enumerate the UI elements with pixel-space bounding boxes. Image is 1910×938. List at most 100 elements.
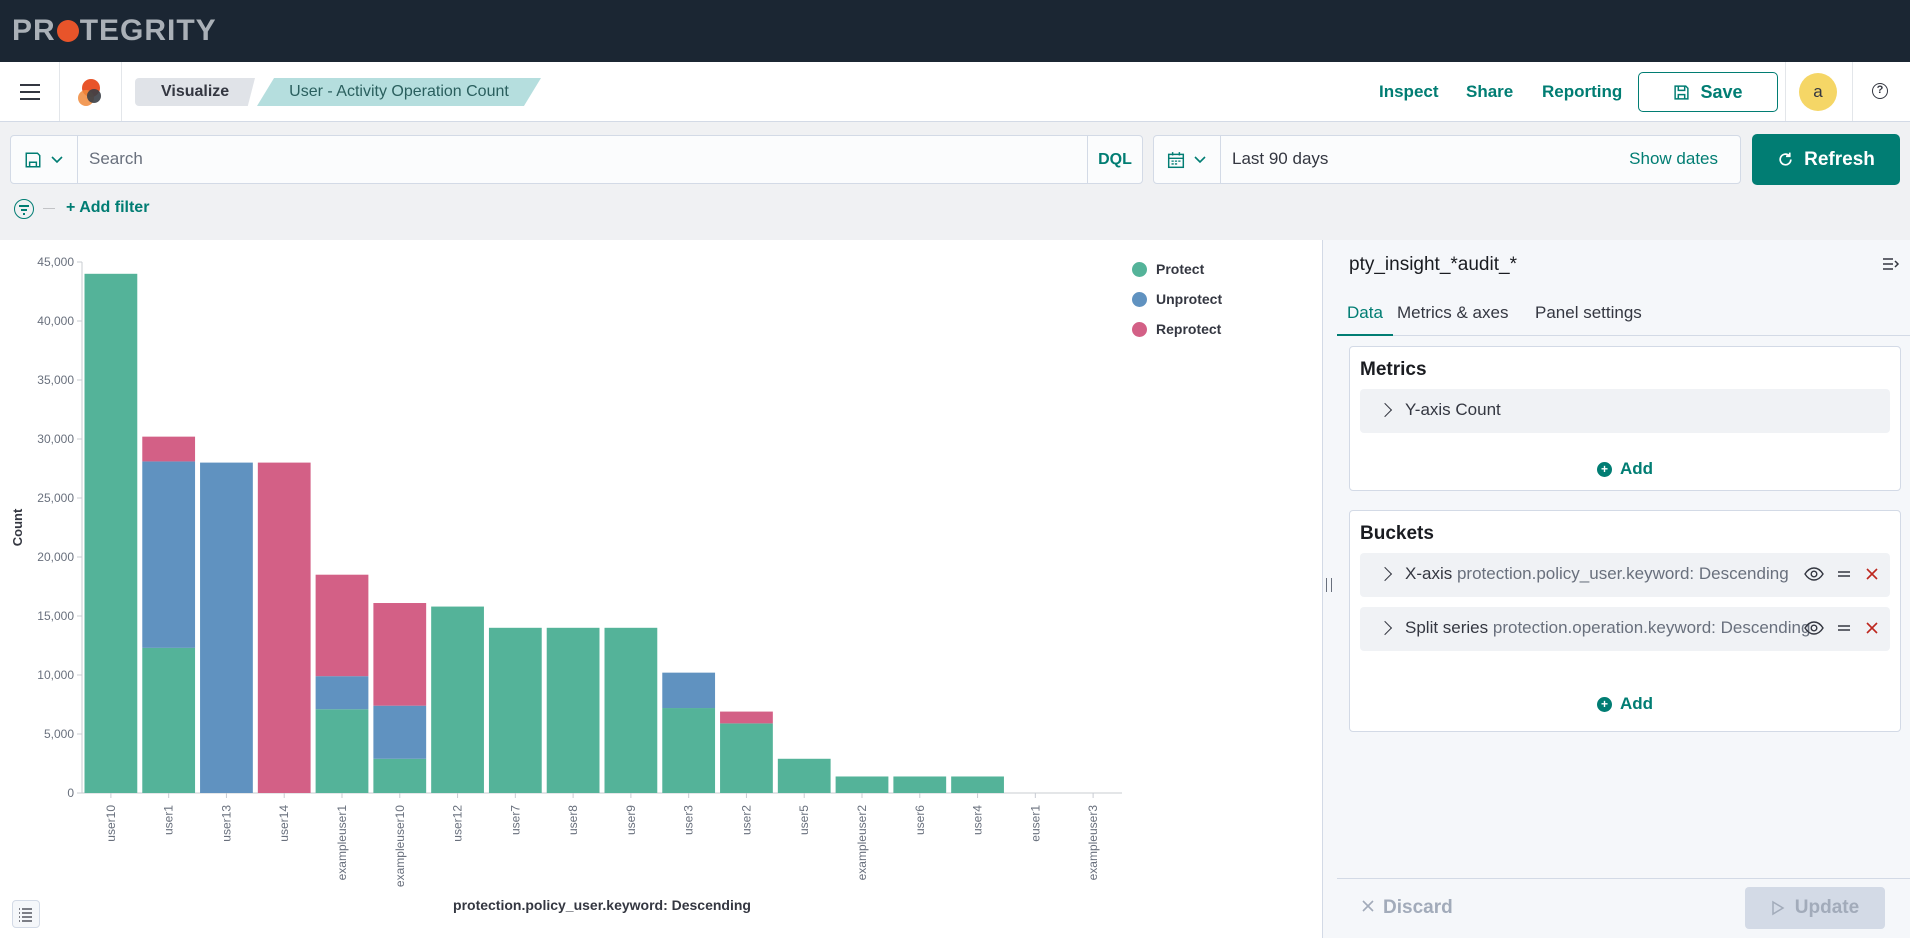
app-header: Visualize User - Activity Operation Coun… xyxy=(0,62,1910,122)
legend-item-reprotect[interactable]: Reprotect xyxy=(1132,314,1222,344)
share-link[interactable]: Share xyxy=(1466,82,1514,101)
saved-query-button[interactable] xyxy=(11,136,78,183)
buckets-card: Buckets X-axis protection.policy_user.ke… xyxy=(1349,510,1901,732)
y-axis-title: Count xyxy=(10,508,25,546)
bar-segment-protect xyxy=(431,606,484,793)
x-tick-label: user9 xyxy=(624,805,638,835)
save-label: Save xyxy=(1700,81,1743,102)
x-tick-label: user13 xyxy=(219,805,233,842)
legend-item-protect[interactable]: Protect xyxy=(1132,254,1222,284)
calendar-icon xyxy=(1167,151,1185,168)
tab-metrics-axes[interactable]: Metrics & axes xyxy=(1397,303,1509,322)
x-tick-label: user1 xyxy=(162,805,176,835)
query-bar: Search DQL xyxy=(10,135,1143,184)
y-tick-label: 45,000 xyxy=(37,255,74,269)
refresh-button[interactable]: Refresh xyxy=(1752,134,1900,185)
collapse-sidebar-icon[interactable] xyxy=(1882,256,1900,272)
bar-segment-protect xyxy=(720,723,773,793)
x-tick-label: user6 xyxy=(913,805,927,835)
data-table-toggle[interactable] xyxy=(12,900,40,928)
user-avatar[interactable]: a xyxy=(1799,73,1837,111)
add-bucket-button[interactable]: + Add xyxy=(1350,694,1900,714)
show-dates-link[interactable]: Show dates xyxy=(1629,149,1718,168)
app-logo-icon[interactable] xyxy=(74,76,106,108)
help-icon[interactable]: ? xyxy=(1872,83,1888,99)
filter-options-icon[interactable] xyxy=(14,199,34,219)
drag-handle-icon[interactable] xyxy=(1836,566,1852,582)
remove-icon[interactable] xyxy=(1864,566,1880,582)
editor-sidebar: pty_insight_*audit_* Data Metrics & axes… xyxy=(1322,240,1910,938)
bar-segment-reprotect xyxy=(373,603,427,706)
breadcrumb-visualize[interactable]: Visualize xyxy=(135,78,255,106)
refresh-label: Refresh xyxy=(1804,148,1875,170)
metric-y-axis-count[interactable]: Y-axis Count xyxy=(1360,389,1890,433)
header-divider xyxy=(121,62,122,121)
y-tick-label: 30,000 xyxy=(37,432,74,446)
x-tick-label: user2 xyxy=(739,805,753,835)
add-filter-button[interactable]: + Add filter xyxy=(66,199,150,216)
x-axis-title: protection.policy_user.keyword: Descendi… xyxy=(453,897,751,913)
brand-bar: PR TEGRITY xyxy=(0,0,1910,62)
quick-date-button[interactable] xyxy=(1154,136,1221,183)
buckets-title: Buckets xyxy=(1360,523,1434,544)
bar-segment-reprotect xyxy=(315,574,369,677)
y-tick-label: 0 xyxy=(67,786,74,800)
resize-handle[interactable] xyxy=(1326,578,1332,592)
header-divider xyxy=(1785,62,1786,121)
plus-icon: + xyxy=(1596,697,1612,712)
chevron-right-icon[interactable] xyxy=(1377,620,1393,636)
add-metric-button[interactable]: + Add xyxy=(1350,459,1900,479)
bar-segment-unprotect xyxy=(315,676,369,710)
x-tick-label: exampleuser2 xyxy=(855,805,869,881)
menu-icon[interactable] xyxy=(20,84,40,100)
update-button[interactable]: Update xyxy=(1745,887,1885,929)
bar-segment-protect xyxy=(777,758,831,793)
save-icon xyxy=(1674,84,1690,100)
bar-segment-unprotect xyxy=(142,461,196,648)
bar-segment-protect xyxy=(84,273,138,793)
legend-item-unprotect[interactable]: Unprotect xyxy=(1132,284,1222,314)
bar-chart: 0 5,000 10,000 15,000 20,000 25,000 30,000 35,0… xyxy=(10,255,1122,913)
x-tick-label: exampleuser10 xyxy=(393,805,407,887)
bucket-x-axis[interactable]: X-axis protection.policy_user.keyword: D… xyxy=(1360,553,1890,597)
legend-dot xyxy=(1132,291,1147,307)
refresh-icon xyxy=(1779,152,1792,166)
x-tick-label: user7 xyxy=(508,805,522,835)
x-tick-label: exampleuser1 xyxy=(335,805,349,881)
remove-icon[interactable] xyxy=(1864,620,1880,636)
eye-icon[interactable] xyxy=(1804,566,1824,582)
save-button[interactable]: Save xyxy=(1638,72,1778,112)
index-pattern-title: pty_insight_*audit_* xyxy=(1349,254,1517,275)
reporting-link[interactable]: Reporting xyxy=(1542,82,1623,101)
close-icon xyxy=(1362,900,1374,912)
saved-query-icon xyxy=(25,152,41,167)
y-tick-label: 10,000 xyxy=(37,668,74,682)
metrics-card: Metrics Y-axis Count + Add xyxy=(1349,346,1901,491)
plus-icon: + xyxy=(1596,462,1612,477)
chart-panel: 0 5,000 10,000 15,000 20,000 25,000 30,000 35,0… xyxy=(0,240,1322,938)
tab-data[interactable]: Data xyxy=(1337,294,1393,336)
date-picker: Last 90 days Show dates xyxy=(1153,135,1741,184)
search-input[interactable]: Search xyxy=(89,149,143,168)
filter-divider xyxy=(43,208,55,209)
bucket-split-series[interactable]: Split series protection.operation.keywor… xyxy=(1360,607,1890,651)
bucket-actions xyxy=(1804,620,1880,636)
chevron-right-icon[interactable] xyxy=(1377,402,1393,418)
bar-segment-protect xyxy=(835,776,889,793)
y-tick-label: 25,000 xyxy=(37,491,74,505)
legend-dot xyxy=(1132,261,1147,277)
bar-segment-unprotect xyxy=(200,462,253,793)
metrics-title: Metrics xyxy=(1360,359,1427,380)
bar-segment-protect xyxy=(893,776,947,793)
tab-panel-settings[interactable]: Panel settings xyxy=(1535,303,1642,322)
eye-icon[interactable] xyxy=(1804,620,1824,636)
chevron-right-icon[interactable] xyxy=(1377,566,1393,582)
date-range-text[interactable]: Last 90 days xyxy=(1232,149,1329,168)
query-language-button[interactable]: DQL xyxy=(1087,136,1142,183)
bar-segment-protect xyxy=(142,647,196,793)
brand-logo-dot xyxy=(56,20,79,42)
discard-button[interactable]: Discard xyxy=(1361,897,1453,919)
bar-segment-protect xyxy=(546,627,600,793)
inspect-link[interactable]: Inspect xyxy=(1379,82,1439,101)
drag-handle-icon[interactable] xyxy=(1836,620,1852,636)
